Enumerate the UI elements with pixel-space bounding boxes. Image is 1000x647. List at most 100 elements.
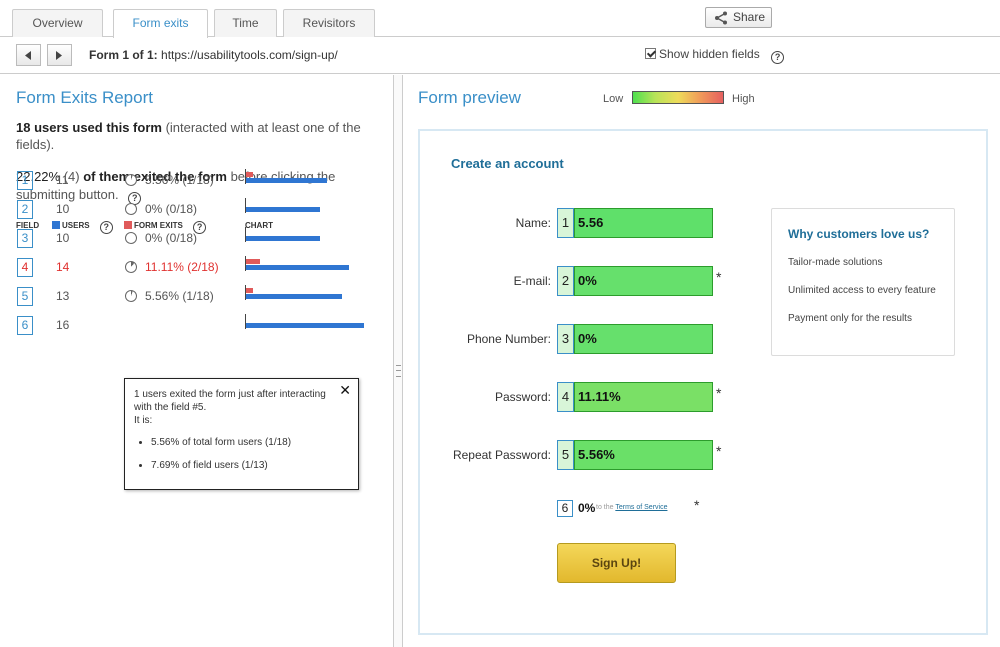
- required-mark: *: [716, 443, 722, 459]
- show-hidden-label: Show hidden fields: [659, 47, 760, 61]
- form-toolbar: Form 1 of 1: https://usabilitytools.com/…: [0, 37, 1000, 74]
- panel-splitter[interactable]: [394, 75, 403, 647]
- form-exits-text: 5.56% (1/18): [145, 289, 214, 303]
- field-heat-input[interactable]: 0%: [574, 324, 713, 354]
- arrow-left-icon: [25, 51, 31, 60]
- form-exits-text: 11.11% (2/18): [145, 260, 219, 274]
- header-users-label: USERS: [62, 221, 90, 230]
- chart-axis: [245, 256, 246, 271]
- tooltip-text: 1 users exited the form just after inter…: [134, 389, 326, 413]
- exit-percent: 22.22%: [16, 169, 61, 184]
- table-row[interactable]: 1 11 5.56% (1/18): [0, 166, 394, 195]
- field-index[interactable]: 5: [17, 287, 33, 306]
- report-title: Form Exits Report: [16, 88, 153, 107]
- heat-low-label: Low: [603, 93, 624, 105]
- table-row[interactable]: 3 10 0% (0/18): [0, 224, 394, 253]
- form-exits-text: 5.56% (1/18): [145, 173, 214, 187]
- field-label: Name:: [515, 216, 551, 230]
- form-exits-value: 5.56% (1/18): [125, 289, 214, 303]
- help-icon[interactable]: ?: [771, 51, 785, 64]
- next-form-button[interactable]: [47, 44, 72, 66]
- users-summary-rest: (interacted with at least one of the fie…: [16, 120, 361, 152]
- field-tooltip: ✕ 1 users exited the form just after int…: [124, 378, 359, 490]
- header-field: FIELD: [16, 221, 40, 230]
- field-heat-input[interactable]: 5.56: [574, 208, 713, 238]
- field-index[interactable]: 4: [557, 382, 574, 412]
- required-mark: *: [694, 497, 700, 513]
- field-index[interactable]: 3: [557, 324, 574, 354]
- splitter-grip-icon[interactable]: [396, 365, 401, 377]
- users-summary: 18 users used this form (interacted with…: [16, 119, 376, 153]
- row-chart: [245, 311, 385, 340]
- heat-scale: [632, 91, 724, 104]
- users-bar: [246, 178, 327, 183]
- chart-axis: [245, 198, 246, 213]
- table-row[interactable]: 6 16: [0, 311, 394, 340]
- users-summary-bold: 18 users used this form: [16, 120, 162, 135]
- prev-form-button[interactable]: [16, 44, 41, 66]
- field-index-6[interactable]: 6: [557, 500, 573, 517]
- help-icon[interactable]: ?: [99, 221, 113, 234]
- users-count: 11: [56, 173, 69, 187]
- exit-count: (4): [60, 169, 84, 184]
- required-mark: *: [716, 385, 722, 401]
- field-index[interactable]: 6: [17, 316, 33, 335]
- form-info: Form 1 of 1: https://usabilitytools.com/…: [89, 48, 338, 62]
- users-legend-swatch: [52, 221, 60, 229]
- form-exits-value: 0% (0/18): [125, 231, 197, 245]
- share-button[interactable]: Share: [705, 7, 772, 28]
- pie-icon: [125, 174, 137, 186]
- terms-text: to the Terms of Service: [596, 504, 667, 511]
- row-chart: [245, 195, 385, 224]
- field-heat-input[interactable]: 5.56%: [574, 440, 713, 470]
- table-row[interactable]: 4 14 11.11% (2/18): [0, 253, 394, 282]
- field-index[interactable]: 2: [17, 200, 33, 219]
- tab-form-exits[interactable]: Form exits: [113, 9, 208, 38]
- help-icon[interactable]: ?: [193, 221, 207, 234]
- field-index[interactable]: 1: [557, 208, 574, 238]
- tooltip-item: 5.56% of total form users (1/18): [151, 436, 349, 449]
- terms-link[interactable]: Terms of Service: [615, 504, 668, 511]
- users-bar: [246, 236, 320, 241]
- exits-legend-swatch: [124, 221, 132, 229]
- terms-exit-value: 0%: [578, 501, 596, 515]
- tab-revisitors[interactable]: Revisitors: [283, 9, 375, 37]
- row-chart: [245, 166, 385, 195]
- field-label: Repeat Password:: [452, 448, 551, 462]
- field-index[interactable]: 4: [17, 258, 33, 277]
- why-item: Unlimited access to every feature: [788, 285, 936, 296]
- chart-axis: [245, 285, 246, 300]
- table-row[interactable]: 5 13 5.56% (1/18): [0, 282, 394, 311]
- show-hidden-checkbox[interactable]: [645, 48, 656, 59]
- sign-up-button[interactable]: Sign Up!: [557, 543, 676, 583]
- field-index[interactable]: 5: [557, 440, 574, 470]
- pie-icon: [125, 290, 137, 302]
- exits-summary-bold: of them exited the form: [83, 169, 227, 184]
- field-index[interactable]: 3: [17, 229, 33, 248]
- tab-overview[interactable]: Overview: [12, 9, 103, 37]
- form-counter: Form 1 of 1:: [89, 48, 158, 62]
- field-label: E-mail:: [513, 274, 551, 288]
- chart-axis: [245, 169, 246, 184]
- users-count: 16: [56, 318, 70, 332]
- tab-time[interactable]: Time: [214, 9, 277, 37]
- share-label: Share: [733, 10, 766, 24]
- field-index[interactable]: 2: [557, 266, 574, 296]
- users-count: 10: [56, 231, 70, 245]
- field-index[interactable]: 1: [17, 171, 33, 190]
- why-title: Why customers love us?: [788, 227, 930, 241]
- table-row[interactable]: 2 10 0% (0/18): [0, 195, 394, 224]
- form-exits-text: 0% (0/18): [145, 202, 198, 216]
- close-icon[interactable]: ✕: [339, 382, 351, 398]
- field-heat-input[interactable]: 11.11%: [574, 382, 713, 412]
- row-chart: [245, 253, 385, 282]
- users-count: 10: [56, 202, 70, 216]
- form-exits-value: 5.56% (1/18): [125, 173, 214, 187]
- field-heat-input[interactable]: 0%: [574, 266, 713, 296]
- arrow-right-icon: [56, 51, 62, 60]
- show-hidden-toggle[interactable]: Show hidden fields ?: [645, 47, 785, 64]
- form-exits-value: 0% (0/18): [125, 202, 197, 216]
- chart-axis: [245, 314, 246, 329]
- tooltip-item: 7.69% of field users (1/13): [151, 459, 349, 472]
- form-exits-value: 11.11% (2/18): [125, 260, 219, 274]
